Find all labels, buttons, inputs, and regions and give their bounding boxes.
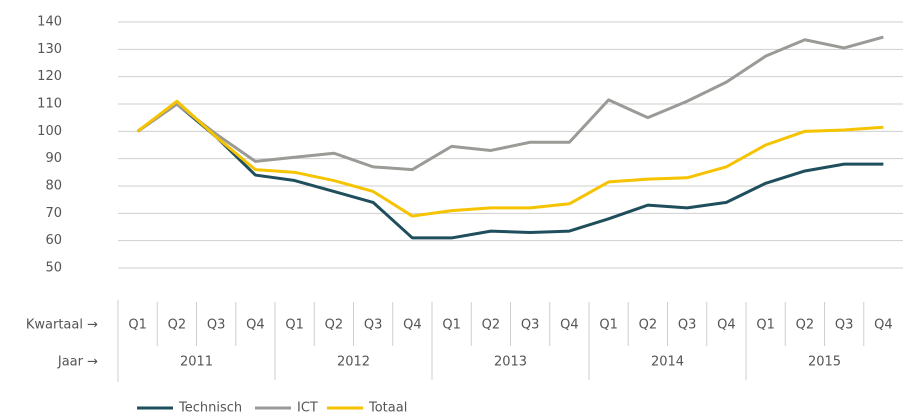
x-tick-label: Q4	[403, 318, 422, 333]
y-tick-label: 80	[45, 179, 62, 194]
y-tick-label: 50	[45, 261, 62, 276]
year-label: 2014	[651, 355, 684, 370]
legend-label: Technisch	[178, 401, 242, 416]
x-tick-label: Q1	[285, 318, 304, 333]
row-label: Kwartaal →	[26, 318, 98, 333]
y-tick-label: 140	[37, 15, 62, 30]
y-tick-label: 70	[45, 206, 62, 221]
y-tick-label: 110	[37, 97, 62, 112]
x-tick-label: Q1	[599, 318, 618, 333]
x-tick-label: Q2	[168, 318, 187, 333]
x-tick-label: Q1	[442, 318, 461, 333]
series-line	[136, 99, 884, 218]
x-tick-label: Q2	[639, 318, 658, 333]
year-label: 2011	[180, 355, 213, 370]
year-label: 2012	[337, 355, 370, 370]
x-tick-label: Q4	[560, 318, 579, 333]
x-tick-label: Q2	[796, 318, 815, 333]
x-tick-label: Q4	[246, 318, 265, 333]
legend-label: ICT	[297, 401, 318, 416]
x-tick-label: Q3	[678, 318, 697, 333]
year-label: 2015	[808, 355, 841, 370]
x-tick-label: Q3	[364, 318, 383, 333]
x-tick-label: Q2	[325, 318, 344, 333]
x-tick-label: Q1	[756, 318, 775, 333]
x-tick-label: Q2	[482, 318, 501, 333]
x-tick-label: Q3	[835, 318, 854, 333]
x-tick-label: Q3	[521, 318, 540, 333]
x-tick-label: Q4	[717, 318, 736, 333]
y-tick-label: 100	[37, 124, 62, 139]
x-tick-label: Q3	[207, 318, 226, 333]
legend-label: Totaal	[368, 401, 407, 416]
x-tick-label: Q1	[128, 318, 147, 333]
y-tick-label: 60	[45, 233, 62, 248]
y-tick-label: 90	[45, 151, 62, 166]
y-tick-label: 120	[37, 69, 62, 84]
series-line	[136, 102, 884, 240]
year-label: 2013	[494, 355, 527, 370]
x-tick-label: Q4	[874, 318, 893, 333]
y-tick-label: 130	[37, 42, 62, 57]
row-label: Jaar →	[57, 355, 98, 370]
series-line	[136, 35, 884, 172]
